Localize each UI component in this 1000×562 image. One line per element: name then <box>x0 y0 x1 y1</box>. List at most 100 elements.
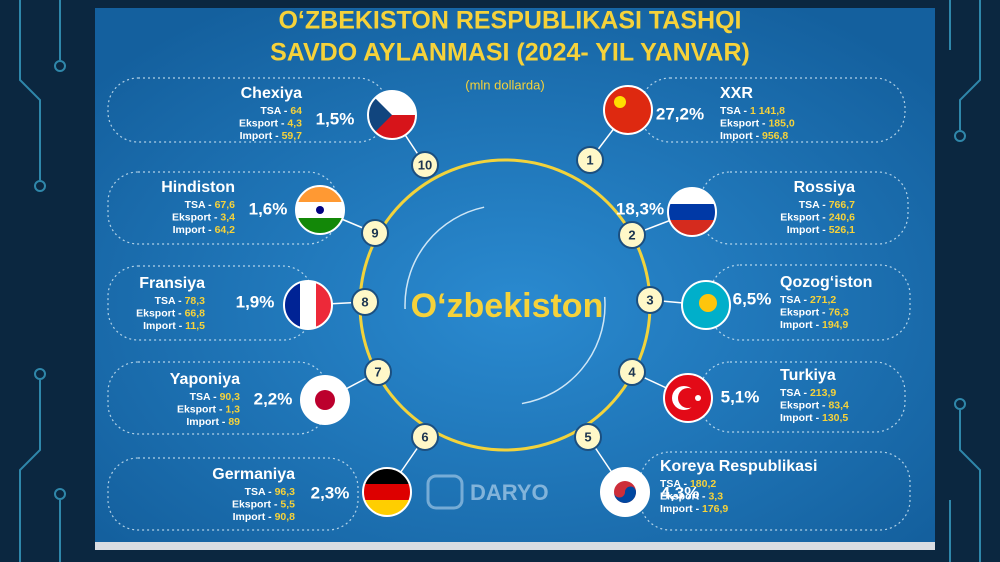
share: 4,3% <box>661 483 700 502</box>
country-name: XXR <box>720 85 753 102</box>
card-outline <box>639 77 906 143</box>
stat-row: Import - 176,9 <box>660 503 728 515</box>
circuit-decoration <box>19 0 981 562</box>
flag-border <box>667 187 717 237</box>
center-label: O‘zbekiston <box>411 287 604 325</box>
card-outline <box>107 457 359 531</box>
stat-label: Import - <box>720 130 760 142</box>
stat-row: TSA - 90,3 <box>190 391 241 403</box>
card-outline <box>639 451 911 531</box>
rank-badge <box>618 221 646 249</box>
rank-number: 9 <box>371 225 378 240</box>
stat-value: 67,6 <box>215 199 236 211</box>
stat-label: Import - <box>787 224 827 236</box>
stat-value: 213,9 <box>810 387 836 399</box>
stat-row: Import - 64,2 <box>173 224 236 236</box>
stat-label: TSA - <box>260 105 288 117</box>
stat-label: Eksport - <box>136 307 182 319</box>
flag-part <box>315 390 335 410</box>
country-entry: 5 4,3% Koreya Respublikasi TSA - 180,2Ekspo… <box>574 423 911 531</box>
panel-bar <box>95 542 935 550</box>
stat-label: TSA - <box>780 387 808 399</box>
stat-label: TSA - <box>799 199 827 211</box>
stat-label: Import - <box>233 511 273 523</box>
stat-label: TSA - <box>780 294 808 306</box>
stat-label: Eksport - <box>780 211 826 223</box>
stat-row: Eksport - 4,3 <box>239 117 302 129</box>
country-name: Yaponiya <box>170 371 240 388</box>
rank-badge <box>361 219 389 247</box>
flag-part <box>363 484 411 500</box>
stat-value: 526,1 <box>829 224 855 236</box>
stat-row: Eksport - 185,0 <box>720 117 795 129</box>
stat-row: Eksport - 76,3 <box>780 306 849 318</box>
stat-row: Eksport - 5,5 <box>232 498 295 510</box>
rank-badge <box>411 151 439 179</box>
share: 27,2% <box>656 104 704 123</box>
flag-border <box>367 90 417 140</box>
stat-value: 5,5 <box>280 498 295 510</box>
stat-row: TSA - 64 <box>260 105 302 117</box>
share: 1,6% <box>249 199 288 218</box>
stat-label: Eksport - <box>172 211 218 223</box>
stat-value: 90,8 <box>275 511 296 523</box>
inner-ring <box>404 204 606 406</box>
rank-number: 6 <box>421 429 428 444</box>
stat-value: 78,3 <box>185 295 206 307</box>
stat-label: Eksport - <box>660 490 706 502</box>
stat-row: TSA - 96,3 <box>245 486 296 498</box>
rank-number: 3 <box>646 292 653 307</box>
rank-number: 2 <box>628 227 635 242</box>
panel <box>95 8 935 550</box>
flag-part <box>678 388 698 408</box>
stat-row: Eksport - 83,4 <box>780 399 849 411</box>
stat-label: TSA - <box>720 105 748 117</box>
stat-row: Import - 90,8 <box>233 511 296 523</box>
stat-row: TSA - 67,6 <box>185 199 236 211</box>
flag-border <box>663 373 713 423</box>
stat-row: Import - 11,5 <box>143 320 205 332</box>
stat-value: 89 <box>228 416 240 428</box>
stat-label: Import - <box>240 130 280 142</box>
flag-part <box>300 281 316 329</box>
share: 6,5% <box>733 289 772 308</box>
rank-number: 4 <box>628 364 636 379</box>
flag <box>601 468 649 516</box>
stat-label: Eksport - <box>780 306 826 318</box>
country-name: Koreya Respublikasi <box>660 458 817 475</box>
stat-value: 59,7 <box>282 130 303 142</box>
stat-row: Import - 194,9 <box>780 319 848 331</box>
stat-row: Import - 526,1 <box>787 224 855 236</box>
stat-label: TSA - <box>190 391 218 403</box>
stat-value: 90,3 <box>220 391 241 403</box>
flag <box>301 376 349 424</box>
rank-badge <box>574 423 602 451</box>
country-name: Chexiya <box>241 85 302 102</box>
flag-part <box>614 96 626 108</box>
country-name: Hindiston <box>161 179 235 196</box>
card-outline <box>709 264 911 341</box>
flag-border <box>603 85 653 135</box>
stat-row: Eksport - 3,3 <box>660 490 723 502</box>
stat-label: Eksport - <box>177 403 223 415</box>
stat-value: 1,3 <box>225 403 240 415</box>
stat-row: Import - 956,8 <box>720 130 788 142</box>
stat-value: 180,2 <box>690 478 716 490</box>
stat-label: Import - <box>780 319 820 331</box>
rank-number: 10 <box>418 157 432 172</box>
stat-value: 4,3 <box>287 117 302 129</box>
share: 18,3% <box>616 199 664 218</box>
stat-label: TSA - <box>245 486 273 498</box>
stat-value: 185,0 <box>768 117 794 129</box>
country-name: Qozog‘iston <box>780 274 872 291</box>
stat-label: Eksport - <box>232 498 278 510</box>
rank-badge <box>618 358 646 386</box>
rank-number: 8 <box>361 294 368 309</box>
stat-value: 83,4 <box>828 399 849 411</box>
country-name: Turkiya <box>780 367 836 384</box>
